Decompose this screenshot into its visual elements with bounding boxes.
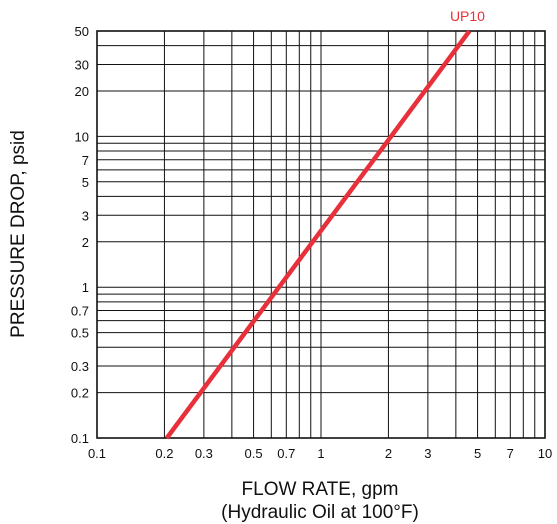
x-tick-label: 0.5 [245, 446, 263, 461]
y-tick-label: 50 [75, 24, 89, 39]
x-tick-label: 3 [424, 446, 431, 461]
x-axis-subtitle: (Hydraulic Oil at 100°F) [221, 502, 419, 523]
y-tick-label: 20 [75, 84, 89, 99]
grid-lines [97, 31, 545, 438]
y-tick-label: 0.3 [71, 359, 89, 374]
y-tick-label: 10 [75, 129, 89, 144]
y-tick-label: 7 [82, 153, 89, 168]
x-tick-label: 0.3 [195, 446, 213, 461]
y-tick-label: 0.5 [71, 326, 89, 341]
y-tick-label: 5 [82, 175, 89, 190]
series-line-up10 [165, 29, 472, 440]
x-tick-label: 0.7 [277, 446, 295, 461]
y-axis-title: PRESSURE DROP, psid [8, 130, 29, 338]
y-tick-label: 30 [75, 57, 89, 72]
y-tick-label: 3 [82, 208, 89, 223]
plot-frame [96, 30, 546, 439]
x-tick-label: 0.1 [88, 446, 106, 461]
x-tick-label: 0.2 [155, 446, 173, 461]
x-tick-labels: 0.1 0.2 0.3 0.5 0.7 1 2 3 5 7 10 [88, 446, 552, 461]
y-tick-labels: 0.1 0.2 0.3 0.5 0.7 1 2 3 5 7 10 20 30 50 [71, 24, 89, 446]
y-tick-label: 1 [82, 280, 89, 295]
series-label: UP10 [450, 8, 485, 24]
series-layer: UP10 [165, 8, 485, 440]
y-tick-label: 0.7 [71, 304, 89, 319]
x-tick-label: 5 [474, 446, 481, 461]
y-tick-label: 0.2 [71, 386, 89, 401]
x-tick-label: 1 [317, 446, 324, 461]
y-tick-label: 2 [82, 235, 89, 250]
x-tick-label: 2 [385, 446, 392, 461]
y-tick-label: 0.1 [71, 431, 89, 446]
x-tick-label: 10 [538, 446, 552, 461]
x-tick-label: 7 [507, 446, 514, 461]
x-axis-title: FLOW RATE, gpm [242, 479, 399, 500]
